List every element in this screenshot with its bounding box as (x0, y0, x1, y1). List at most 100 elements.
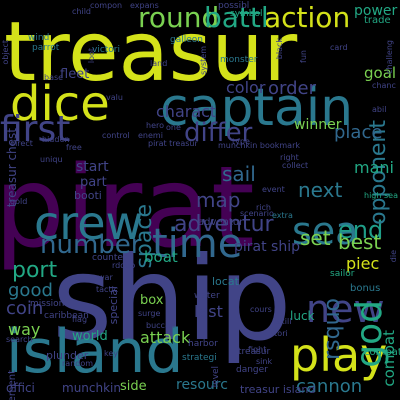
word-way: way (8, 320, 41, 339)
word-hero: hero (146, 121, 164, 130)
word-booti: booti (74, 189, 102, 202)
word-free: free (66, 143, 82, 152)
word-valu: valu (106, 93, 123, 102)
word-rdquo: rdquo (112, 261, 136, 270)
word-cannon: cannon (296, 376, 363, 397)
word-collect: collect (282, 161, 309, 170)
word-treasur: treasur (4, 5, 298, 100)
word-abil: abil (372, 105, 387, 114)
word-type: type (232, 137, 250, 146)
word-first: first (0, 109, 71, 150)
word-new: new (306, 287, 385, 331)
word-winner: winner (294, 117, 342, 133)
word-coin: coin (6, 298, 44, 319)
word-direct: direct (10, 139, 33, 148)
word-end: end (338, 216, 384, 244)
word-victori: victori (92, 45, 121, 55)
word-gold: gold (10, 197, 28, 206)
word-uniqu: uniqu (40, 155, 63, 164)
word-monster: monster (220, 55, 258, 65)
word-round: round (138, 1, 220, 34)
word-port: port (12, 258, 58, 283)
word-counter: counter (92, 253, 127, 263)
word-crew: crew (34, 196, 144, 250)
word-system: system (199, 46, 208, 75)
word-sailor: sailor (330, 269, 355, 279)
word-movement: movement (7, 370, 18, 400)
word-mission: mission (30, 299, 65, 309)
word-fleet: fleet (60, 67, 90, 82)
word-charact: charact (156, 102, 217, 121)
word-high-sea: high sea (364, 191, 398, 200)
word-one: one (166, 123, 181, 132)
word-boat: boat (144, 248, 178, 266)
word-stori: stori (270, 329, 288, 338)
word-parrot: parrot (32, 43, 60, 53)
word-map: map (196, 188, 241, 212)
word-strategi: strategi (182, 353, 217, 363)
word-compon: compon (90, 1, 123, 10)
word-piec: piec (346, 254, 380, 273)
word-card: card (330, 43, 348, 52)
word-world: world (72, 329, 108, 344)
word-sail: sail (222, 162, 256, 186)
word-number: number (40, 230, 142, 260)
word-symbol: symbol (230, 9, 263, 19)
word-object: object (1, 40, 10, 65)
word-fun: fun (299, 50, 308, 63)
word-rich: rich (256, 203, 271, 212)
word-wind: wind (28, 33, 50, 43)
word-level: level (211, 366, 221, 388)
word-adventur: adventur (198, 217, 244, 228)
word-time: time (152, 221, 243, 267)
word-chanc: chanc (372, 81, 396, 90)
word-flag: flag (72, 315, 88, 324)
word-luck: luck (290, 309, 315, 323)
word-goal: goal (364, 64, 397, 82)
word-start: start (76, 159, 109, 175)
word-fight: fight (248, 345, 267, 354)
word-tactic: tactic (96, 285, 119, 294)
word-combat: combat (364, 347, 400, 358)
word-rsquo: rsquo (320, 298, 345, 360)
word-right: right (280, 153, 299, 162)
word-differ: differ (184, 118, 253, 148)
word-search: search (6, 335, 33, 344)
word-order: order (268, 78, 316, 99)
word-black: black (275, 38, 284, 60)
word-place: place (334, 122, 383, 143)
word-buccan: buccan (146, 321, 175, 330)
word-galleon: galleon (170, 35, 203, 45)
word-island: island (6, 317, 184, 387)
word-next: next (298, 178, 343, 202)
word-power: power (354, 3, 398, 19)
word-bonus: bonus (350, 283, 381, 294)
word-play: play (290, 328, 388, 382)
word-treasur-island: treasur island (240, 383, 316, 396)
word-loot: loot (87, 48, 96, 64)
word-locat: locat (212, 275, 239, 288)
word-cours: cours (250, 305, 272, 314)
word-extra: extra (272, 211, 293, 220)
word-part: part (80, 175, 107, 190)
word-pirat-treasur: pirat treasur (148, 139, 198, 148)
word-side: side (120, 379, 147, 394)
word-set: set (300, 226, 331, 250)
word-possibl: possibl (218, 1, 250, 11)
word-skill: skill (276, 317, 292, 326)
word-treasur: treasur (238, 347, 271, 357)
word-key: key (104, 349, 119, 358)
word-munchkin-bookmark: munchkin bookmark (218, 141, 300, 150)
word-adventur: adventur (174, 212, 274, 237)
word-sea: sea (292, 209, 359, 253)
word-harbor: harbor (188, 339, 218, 349)
word-surge: surge (138, 309, 161, 318)
word-offici: offici (6, 381, 35, 395)
word-best: best (338, 230, 382, 254)
word-box: box (140, 293, 164, 308)
word-last: last (194, 302, 223, 321)
word-attack: attack (140, 328, 191, 347)
word-captain: captain (160, 78, 354, 138)
word-pirat-ship: pirat ship (234, 239, 300, 255)
